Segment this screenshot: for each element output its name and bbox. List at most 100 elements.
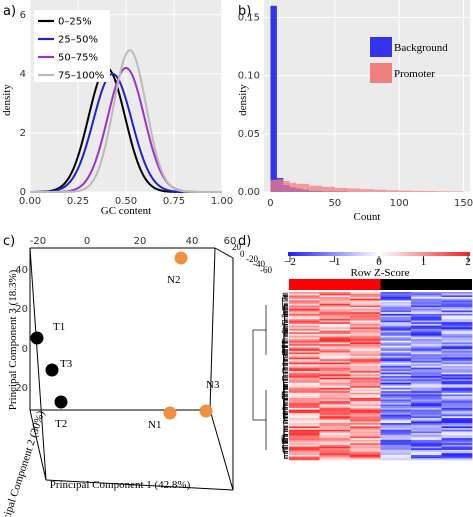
- heatmap-cell: [319, 421, 351, 424]
- heatmap-cell: [411, 295, 442, 298]
- heatmap-cell: [441, 355, 473, 358]
- heatmap-cell: [289, 313, 320, 316]
- heatmap-cell: [319, 424, 351, 427]
- point-t2: [54, 395, 68, 409]
- heatmap-cell: [411, 374, 442, 377]
- heatmap-cell: [289, 382, 320, 385]
- heatmap-cell: [289, 443, 320, 446]
- heatmap-cell: [289, 357, 320, 360]
- heatmap-cell: [289, 322, 320, 325]
- heatmap-cell: [441, 402, 473, 405]
- heatmap-cell: [380, 374, 412, 377]
- heatmap-cell: [411, 379, 442, 382]
- heatmap-cell: [319, 394, 351, 397]
- heatmap-cell: [441, 418, 473, 420]
- bar-promoter-4: [296, 183, 310, 192]
- heatmap-cell: [350, 372, 381, 375]
- heatmap-cell: [350, 429, 381, 432]
- bar-promoter-16: [450, 191, 464, 192]
- heatmap-cell: [411, 364, 442, 367]
- heatmap-cell: [441, 354, 473, 357]
- heatmap-cell: [380, 456, 412, 459]
- heatmap-cell: [441, 347, 473, 350]
- heatmap-cell: [380, 318, 412, 321]
- heatmap-cell: [380, 293, 412, 296]
- heatmap-cell: [319, 340, 351, 343]
- y-axis-title-b: density: [237, 84, 249, 116]
- heatmap-cell: [380, 396, 412, 399]
- heatmap-cell: [411, 298, 442, 301]
- heatmap-cell: [380, 392, 412, 395]
- heatmap-cell: [441, 335, 473, 338]
- heatmap-cell: [319, 350, 351, 353]
- heatmap-cell: [350, 357, 381, 360]
- heatmap-cell: [411, 349, 442, 352]
- heatmap-cell: [350, 369, 381, 372]
- heatmap-cell: [411, 399, 442, 402]
- x-tick-label-a: 1.00: [211, 196, 233, 207]
- heatmap-cell: [380, 300, 412, 303]
- heatmap-cell: [411, 313, 442, 316]
- heatmap-cell: [411, 434, 442, 437]
- series-line-4: [30, 49, 222, 193]
- box-edge: [209, 409, 234, 491]
- heatmap-cell: [380, 349, 412, 352]
- heatmap-cell: [289, 352, 320, 355]
- heatmap-cell: [350, 402, 381, 405]
- heatmap-cell: [350, 300, 381, 303]
- heatmap-cell: [289, 323, 320, 326]
- heatmap-cell: [441, 320, 473, 323]
- heatmap-cell: [350, 418, 381, 420]
- heatmap-cell: [289, 412, 320, 415]
- heatmap-cell: [441, 406, 473, 409]
- heatmap-cell: [380, 421, 412, 424]
- point-label-t1: T1: [53, 321, 65, 333]
- heatmap-cell: [411, 429, 442, 432]
- heatmap-cell: [289, 411, 320, 414]
- heatmap-cell: [380, 404, 412, 407]
- heatmap-cell: [289, 394, 320, 397]
- heatmap-cell: [411, 436, 442, 439]
- heatmap-cell: [319, 303, 351, 306]
- heatmap-cell: [441, 386, 473, 389]
- heatmap-cell: [441, 446, 473, 449]
- heatmap-cell: [319, 449, 351, 452]
- heatmap-cell: [350, 303, 381, 306]
- heatmap-cell: [380, 391, 412, 394]
- heatmap-cell: [441, 443, 473, 446]
- heatmap-cell: [441, 372, 473, 375]
- heatmap-cell: [289, 407, 320, 410]
- heatmap-cell: [380, 443, 412, 446]
- heatmap-cell: [380, 340, 412, 343]
- heatmap-cell: [289, 423, 320, 426]
- heatmap-cell: [289, 433, 320, 436]
- column-group-n: [380, 279, 472, 290]
- heatmap-cell: [289, 439, 320, 442]
- x-axis-title-c: Principal Component 1 (42.8%): [50, 479, 191, 491]
- heatmap-cell: [319, 344, 351, 347]
- heatmap-cell: [441, 317, 473, 320]
- point-label-n2: N2: [167, 274, 180, 286]
- heatmap-cell: [380, 312, 412, 315]
- heatmap-cell: [289, 297, 320, 300]
- heatmap-cell: [441, 423, 473, 426]
- heatmap-cell: [350, 416, 381, 419]
- heatmap-cell: [411, 412, 442, 415]
- heatmap-cell: [289, 384, 320, 387]
- heatmap-cell: [380, 369, 412, 372]
- heatmap-cell: [289, 328, 320, 331]
- heatmap-cell: [289, 354, 320, 357]
- heatmap-cell: [350, 428, 381, 431]
- heatmap-cell: [350, 379, 381, 382]
- heatmap-cell: [350, 370, 381, 373]
- heatmap-cell: [289, 332, 320, 335]
- heatmap-cell: [380, 446, 412, 449]
- heatmap-cell: [380, 401, 412, 404]
- z-axis-title-c: Principal Component 2 (30%): [0, 409, 47, 517]
- heatmap-cell: [289, 396, 320, 399]
- heatmap-cell: [380, 315, 412, 318]
- y-axis-title-a: density: [1, 84, 13, 116]
- heatmap-cell: [289, 377, 320, 380]
- heatmap-cell: [319, 381, 351, 384]
- y-tick-label-c: 20: [15, 304, 28, 315]
